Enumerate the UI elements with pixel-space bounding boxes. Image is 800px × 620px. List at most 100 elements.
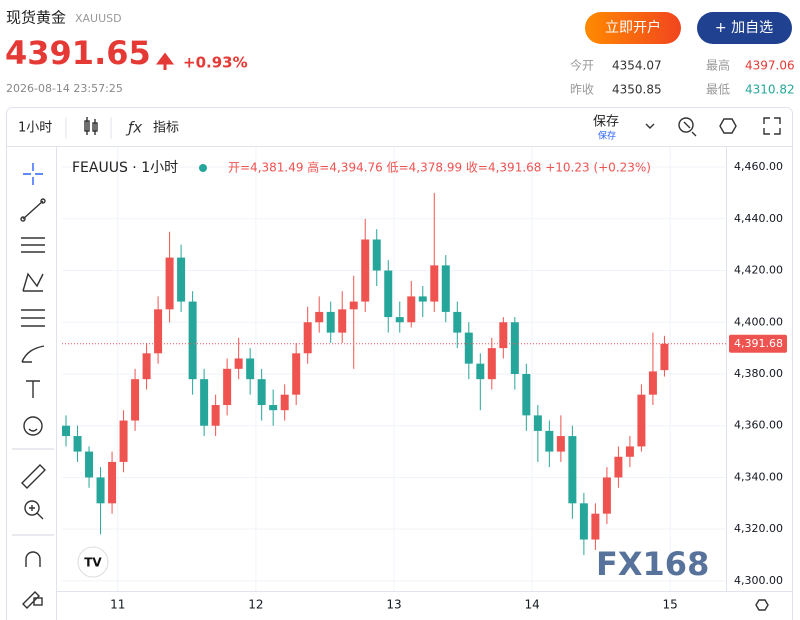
candle-body <box>326 311 335 333</box>
open-account-button[interactable] <box>585 12 681 44</box>
tv-logo-text: TV <box>84 556 102 570</box>
stat-value: 4397.06 <box>745 59 795 73</box>
stat-label: 最高 <box>706 58 730 73</box>
candle-body <box>464 332 473 364</box>
candle-body <box>430 265 439 302</box>
candle-body <box>487 348 496 380</box>
candle-body <box>510 322 519 374</box>
chevron[interactable] <box>645 123 655 129</box>
save[interactable]: 保存 <box>593 115 619 130</box>
candle-body <box>234 358 243 369</box>
candle-body <box>441 265 450 312</box>
candle-body <box>372 239 381 271</box>
candle-body <box>660 343 669 371</box>
candle-type-icon[interactable] <box>84 117 98 135</box>
price-label: 4,391.68 <box>734 337 783 350</box>
candle-body <box>257 379 266 406</box>
candle-body <box>453 311 462 333</box>
watchlist-label[interactable]: + 加自选 <box>715 20 773 36</box>
candle-body <box>533 415 542 431</box>
candle-body <box>579 503 588 540</box>
candle-body <box>246 358 255 380</box>
y-tick-label: 4,380.00 <box>734 367 783 380</box>
candle-body <box>85 451 94 478</box>
candle-body <box>142 353 151 380</box>
candle-body <box>568 436 577 504</box>
candle-body <box>648 371 657 395</box>
indicators[interactable]: 指标 <box>153 121 179 136</box>
timestamp: 2026-08-14 23:57:25 <box>6 82 123 95</box>
settings-icon[interactable] <box>719 118 737 134</box>
save-sub: 保存 <box>598 130 616 142</box>
stat-value: 4310.82 <box>745 83 795 97</box>
candle-body <box>591 513 600 540</box>
stat-label: 今开 <box>570 58 594 73</box>
candle-body <box>154 309 163 354</box>
legend-title: FEAUUS · 1小时 <box>72 160 178 176</box>
x-tick-label: 15 <box>663 598 678 612</box>
price: 4391.65 <box>5 34 151 72</box>
candle-body <box>637 394 646 447</box>
candle-body <box>315 311 324 323</box>
candle-body <box>476 363 485 380</box>
candle-body <box>119 420 128 462</box>
drawing-tools[interactable] <box>12 163 54 609</box>
candle-body <box>131 379 140 421</box>
axis-settings[interactable] <box>755 599 769 611</box>
y-tick-label: 4,400.00 <box>734 315 783 328</box>
interval[interactable]: 1小时 <box>18 121 52 136</box>
candle-body <box>269 405 278 411</box>
x-tick-label: 11 <box>110 598 125 612</box>
price-label-box <box>729 334 787 353</box>
y-tick-label: 4,340.00 <box>734 470 783 483</box>
candle-body <box>303 322 312 354</box>
candle-body <box>200 379 209 426</box>
stat-label: 最低 <box>706 83 730 97</box>
change: +0.93% <box>183 54 248 72</box>
y-tick-label: 4,320.00 <box>734 522 783 535</box>
chart-panel <box>6 107 793 620</box>
watchlist-button[interactable] <box>697 12 792 44</box>
candle-body <box>280 394 289 411</box>
candle-body <box>418 296 427 302</box>
y-tick-label: 4,460.00 <box>734 160 783 173</box>
candle-body <box>407 296 416 323</box>
candle-body <box>73 436 82 452</box>
tv-logo <box>77 546 109 578</box>
up-arrow <box>156 52 174 70</box>
y-tick-label: 4,360.00 <box>734 419 783 432</box>
status-dot <box>199 164 207 172</box>
stat-value: 4354.07 <box>612 59 662 73</box>
candle-body <box>602 477 611 514</box>
candlestick-chart: 11 12 13 14 15 4,300.00 4,320.00 4,340.00 4,360.… <box>62 147 787 612</box>
stat-label: 昨收 <box>570 83 594 97</box>
y-tick-label: 4,420.00 <box>734 264 783 277</box>
candle-body <box>62 425 71 437</box>
candle-body <box>395 317 404 323</box>
fullscreen-icon[interactable] <box>763 117 781 135</box>
candle-body <box>338 309 347 333</box>
candle-body <box>188 301 197 380</box>
candle-body <box>165 257 174 310</box>
candle-body <box>625 446 634 457</box>
candle-body <box>556 436 565 452</box>
ohlc-legend: 开=4,381.49 高=4,394.76 低=4,378.99 收=4,391… <box>228 160 651 175</box>
y-tick-label: 4,440.00 <box>734 212 783 225</box>
x-tick-label: 14 <box>524 598 539 612</box>
open-account-label[interactable]: 立即开户 <box>605 19 661 36</box>
candle-body <box>108 461 117 504</box>
stat-value: 4350.85 <box>612 83 662 97</box>
candle-body <box>614 456 623 478</box>
watermark: FX168 <box>596 545 709 583</box>
candle-body <box>211 405 220 426</box>
candle-body <box>223 368 232 406</box>
y-tick-label: 4,300.00 <box>734 574 783 587</box>
candle-body <box>177 257 186 302</box>
alert-icon[interactable] <box>678 117 697 137</box>
candle-body <box>96 477 105 504</box>
fx-icon[interactable]: ƒx <box>125 119 142 137</box>
x-tick-label: 13 <box>386 598 401 612</box>
title: 现货黄金 <box>6 9 66 27</box>
candle-body <box>349 301 358 310</box>
